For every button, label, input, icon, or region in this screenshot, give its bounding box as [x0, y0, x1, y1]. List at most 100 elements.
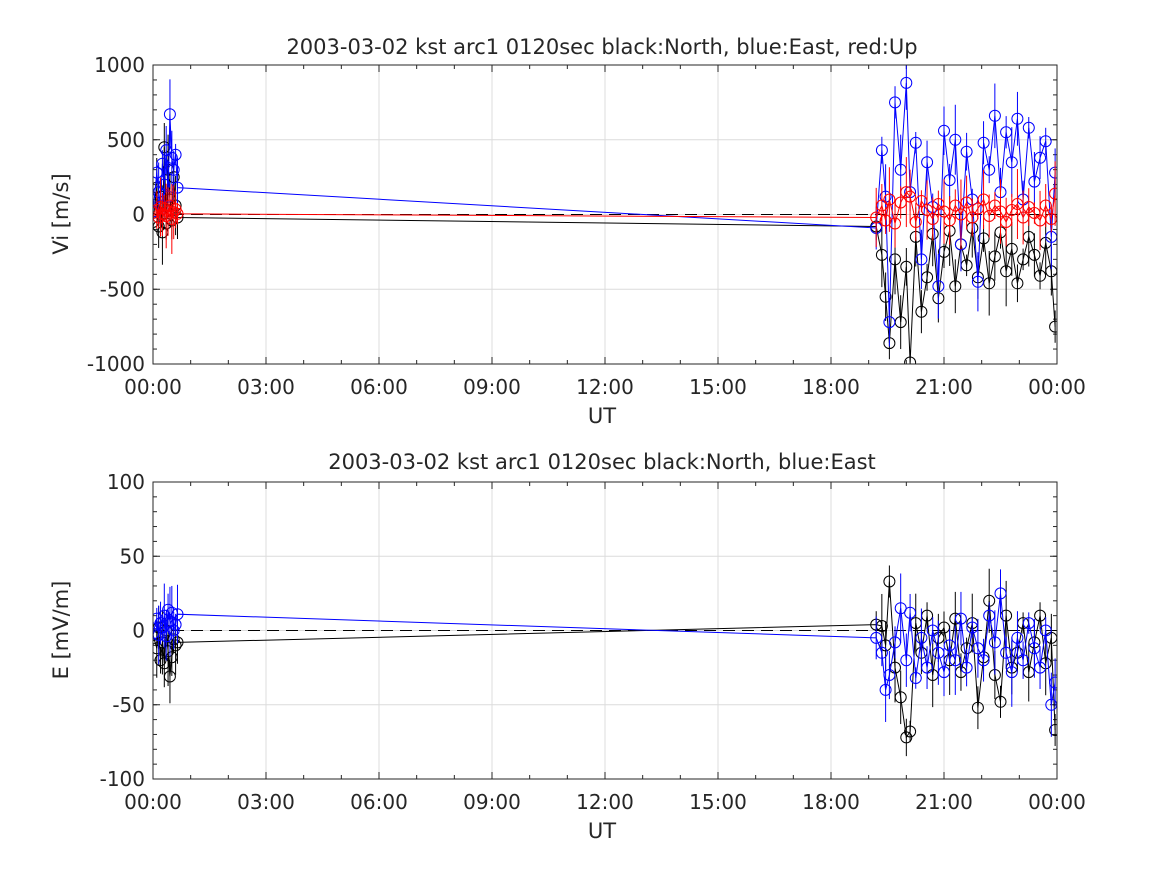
velocity-series-north-point — [949, 280, 962, 293]
electric-field-series-east-point — [153, 612, 163, 625]
velocity-series-north-point — [889, 253, 901, 266]
velocity-x-tick-label: 18:00 — [802, 375, 860, 399]
electric-field-series-east-point — [1039, 624, 1052, 637]
velocity-series-up-point — [938, 205, 950, 218]
velocity-series-east-point — [163, 108, 176, 121]
velocity-series-east-point — [977, 136, 990, 149]
velocity-series-north-point — [988, 250, 1001, 263]
velocity-series-north-point — [1011, 277, 1024, 290]
velocity-series-north-point — [1034, 269, 1047, 282]
electric-field-panel: 2003-03-02 kst arc1 0120sec black:North,… — [49, 450, 1086, 843]
electric-field-series-east-point — [870, 631, 883, 644]
velocity-y-tick-label: -1000 — [87, 352, 145, 376]
velocity-series-north-point — [977, 232, 990, 245]
velocity-series-north-point — [879, 290, 892, 303]
velocity-series-east-point — [167, 163, 180, 176]
electric-field-series-east-point — [165, 606, 178, 619]
velocity-series-up-point — [977, 193, 990, 206]
velocity-y-tick-label: 1000 — [94, 53, 145, 77]
electric-field-series-east-point — [977, 654, 990, 667]
velocity-series-east-point — [1005, 156, 1018, 169]
velocity-series-up-point — [1000, 216, 1013, 228]
electric-field-series-north-line — [153, 581, 1056, 739]
velocity-axes-frame — [152, 64, 1058, 365]
velocity-plot-area — [153, 65, 1057, 364]
electric-field-chart-title: 2003-03-02 kst arc1 0120sec black:North,… — [328, 450, 876, 474]
velocity-series-east-point — [1011, 112, 1024, 125]
velocity-y-tick-label: 0 — [132, 203, 145, 227]
velocity-x-tick-label: 09:00 — [463, 375, 521, 399]
electric-field-series-east-point — [943, 639, 956, 652]
velocity-series-up-point — [162, 205, 175, 218]
velocity-series-east-point — [1022, 121, 1035, 134]
electric-field-series-east-point — [1005, 666, 1018, 679]
velocity-x-axis-label: UT — [588, 404, 616, 428]
electric-field-x-tick-label: 03:00 — [237, 790, 295, 814]
velocity-series-east-point — [915, 253, 928, 266]
electric-field-x-tick-label: 06:00 — [350, 790, 408, 814]
electric-field-y-tick-label: 0 — [132, 619, 145, 643]
velocity-series-up-point — [926, 213, 939, 225]
electric-field-series-north-point — [162, 645, 175, 658]
electric-field-series-north-point — [900, 731, 913, 744]
electric-field-x-tick-label: 15:00 — [689, 790, 747, 814]
electric-field-y-tick-label: 50 — [120, 544, 145, 568]
velocity-x-tick-label: 06:00 — [350, 375, 408, 399]
electric-field-series-east-point — [1034, 661, 1047, 674]
electric-field-series-north-point — [994, 695, 1007, 708]
velocity-x-tick-label: 12:00 — [576, 375, 634, 399]
electric-field-series-east-point — [926, 624, 939, 637]
electric-field-series-east-line — [153, 593, 1056, 705]
velocity-series-up-point — [879, 214, 892, 227]
velocity-series-east-point — [889, 96, 901, 109]
velocity-series-east-point — [1039, 135, 1052, 148]
electric-field-series-east-point — [971, 642, 984, 655]
velocity-series-north-point — [1000, 265, 1013, 278]
electric-field-series-east-point — [988, 636, 1001, 649]
velocity-x-tick-label: 00:00 — [124, 375, 182, 399]
velocity-series-east-point — [960, 145, 973, 158]
velocity-series-east-point — [932, 280, 945, 293]
velocity-series-up-point — [960, 196, 973, 209]
velocity-chart-title: 2003-03-02 kst arc1 0120sec black:North,… — [286, 35, 917, 59]
electric-field-series-north-point — [883, 575, 896, 588]
velocity-series-up-point — [875, 199, 888, 212]
electric-field-y-axis-label: E [mV/m] — [49, 581, 73, 680]
electric-field-series-north-point — [1049, 724, 1057, 736]
electric-field-series-north — [153, 565, 1057, 757]
electric-field-series-east-point — [889, 636, 901, 649]
velocity-series-east — [153, 65, 1057, 347]
velocity-series-east-point — [900, 76, 913, 89]
electric-field-series-east-point — [1000, 646, 1013, 659]
electric-field-series-north-point — [1034, 609, 1047, 622]
electric-field-series-east-point — [960, 661, 973, 674]
electric-field-series-east-point — [954, 612, 967, 625]
velocity-series-east-point — [169, 148, 182, 161]
velocity-series-up-point — [954, 208, 967, 221]
electric-field-axes-frame — [152, 481, 1058, 780]
electric-field-series-east-point — [932, 646, 945, 659]
velocity-series-east-point — [949, 133, 962, 146]
electric-field-series-east-point — [160, 630, 173, 643]
velocity-series-up-point — [971, 202, 984, 215]
velocity-series-north-point — [904, 356, 917, 364]
velocity-x-tick-label: 03:00 — [237, 375, 295, 399]
velocity-series-up-point — [1049, 187, 1057, 200]
electric-field-series-east-point — [1049, 676, 1057, 689]
velocity-series-up-point — [921, 204, 934, 216]
velocity-series-up-point — [900, 186, 913, 199]
velocity-series-up-point — [171, 207, 184, 220]
electric-field-series-east-point — [949, 654, 962, 667]
velocity-series-east-point — [165, 151, 178, 164]
velocity-series-up — [153, 157, 1057, 254]
velocity-series-up-point — [949, 199, 962, 212]
velocity-series-up-point — [894, 196, 907, 209]
electric-field-x-tick-label: 18:00 — [802, 790, 860, 814]
electric-field-y-tick-label: 100 — [107, 470, 145, 494]
velocity-series-east-point — [938, 124, 950, 137]
electric-field-series-east — [153, 569, 1057, 737]
velocity-series-up-point — [1028, 207, 1041, 219]
velocity-series-east-point — [883, 316, 896, 329]
velocity-series-east-point — [875, 144, 888, 157]
